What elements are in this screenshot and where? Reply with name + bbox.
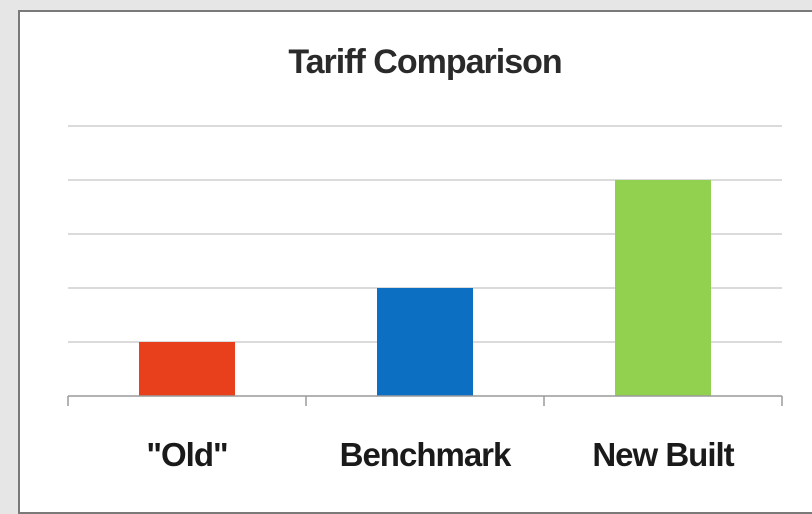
category-label: Benchmark — [340, 436, 512, 473]
x-axis — [67, 395, 783, 406]
bars — [139, 180, 711, 396]
category-labels: "Old" Benchmark New Built — [146, 436, 735, 473]
category-label: "Old" — [146, 436, 227, 473]
category-label: New Built — [592, 436, 734, 473]
chart-title: Tariff Comparison — [288, 43, 561, 81]
bar — [139, 342, 235, 396]
bar — [615, 180, 711, 396]
bar — [377, 288, 473, 396]
